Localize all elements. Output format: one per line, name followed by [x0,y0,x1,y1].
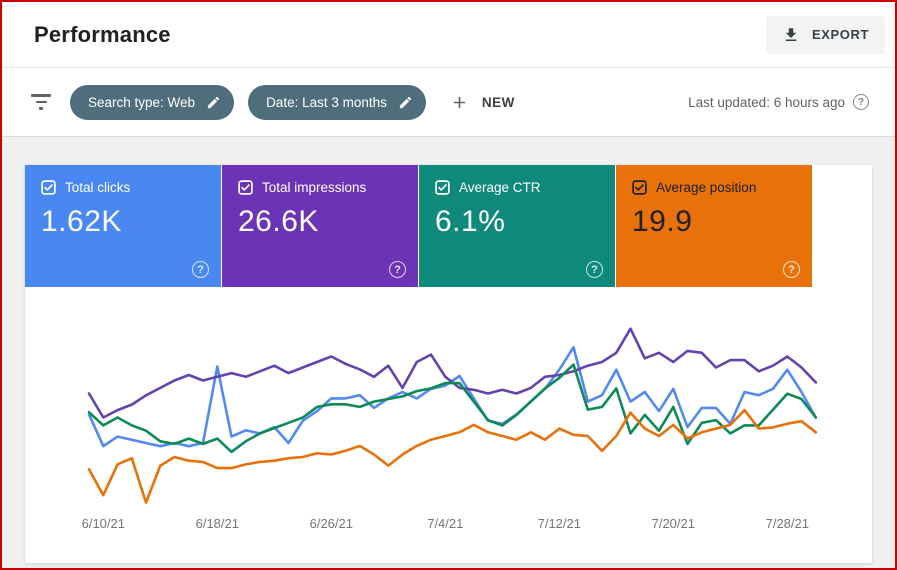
x-axis-tick-label: 7/4/21 [427,516,463,531]
search-type-chip-label: Search type: Web [88,94,196,110]
metric-card-average-ctr[interactable]: Average CTR 6.1% ? [419,165,615,287]
performance-chart: 6/10/21 6/18/21 6/26/21 7/4/21 7/12/21 7/20/2… [25,287,872,563]
main-content: Total clicks 1.62K ? Total impressions 2… [2,137,895,563]
metric-card-average-position[interactable]: Average position 19.9 ? [616,165,812,287]
line-chart-canvas: 6/10/21 6/18/21 6/26/21 7/4/21 7/12/21 7/20/2… [82,327,818,531]
x-axis-tick-label: 6/26/21 [310,516,353,531]
metric-card-total-clicks[interactable]: Total clicks 1.62K ? [25,165,221,287]
metric-card-header: Average position [632,180,796,195]
metric-card-header: Total clicks [41,180,205,195]
plus-icon [450,93,469,112]
question-circle-icon[interactable]: ? [586,261,603,278]
last-updated: Last updated: 6 hours ago ? [688,94,869,110]
metric-label: Average position [656,180,757,195]
metric-value: 6.1% [435,205,506,238]
metric-card-header: Average CTR [435,180,599,195]
pencil-icon[interactable] [206,95,221,110]
page-header: Performance EXPORT [2,2,895,68]
filter-list-icon [30,94,52,110]
x-axis-tick-label: 6/10/21 [82,516,125,531]
new-filter-label: NEW [481,94,515,110]
pencil-icon[interactable] [398,95,413,110]
last-updated-text: Last updated: 6 hours ago [688,94,845,110]
metric-value: 26.6K [238,205,319,238]
metric-label: Total clicks [65,180,131,195]
search-type-chip[interactable]: Search type: Web [70,84,235,120]
checked-checkbox-icon[interactable] [632,180,647,195]
page-title: Performance [34,21,171,47]
export-button-label: EXPORT [811,27,869,42]
export-button[interactable]: EXPORT [765,15,885,54]
metric-label: Average CTR [459,180,541,195]
x-axis-tick-label: 7/20/21 [652,516,695,531]
x-axis-tick-label: 7/28/21 [766,516,809,531]
series-line-average-position [87,408,818,504]
x-axis-tick-label: 6/18/21 [196,516,239,531]
x-axis-tick-label: 7/12/21 [538,516,581,531]
metric-label: Total impressions [262,180,367,195]
question-circle-icon[interactable]: ? [389,261,406,278]
filter-bar: Search type: Web Date: Last 3 months NEW… [2,68,895,137]
new-filter-button[interactable]: NEW [450,93,515,112]
date-range-chip[interactable]: Date: Last 3 months [248,84,426,120]
series-line-total-impressions [87,327,818,419]
series-line-average-ctr [87,363,818,454]
metric-value: 19.9 [632,205,693,238]
question-circle-icon[interactable]: ? [853,94,869,110]
performance-panel: Total clicks 1.62K ? Total impressions 2… [25,165,872,563]
metric-cards-row: Total clicks 1.62K ? Total impressions 2… [25,165,812,287]
checked-checkbox-icon[interactable] [41,180,56,195]
metric-card-header: Total impressions [238,180,402,195]
question-circle-icon[interactable]: ? [192,261,209,278]
download-icon [782,26,800,44]
checked-checkbox-icon[interactable] [435,180,450,195]
metric-value: 1.62K [41,205,122,238]
metric-card-total-impressions[interactable]: Total impressions 26.6K ? [222,165,418,287]
date-range-chip-label: Date: Last 3 months [266,94,387,110]
question-circle-icon[interactable]: ? [783,261,800,278]
checked-checkbox-icon[interactable] [238,180,253,195]
